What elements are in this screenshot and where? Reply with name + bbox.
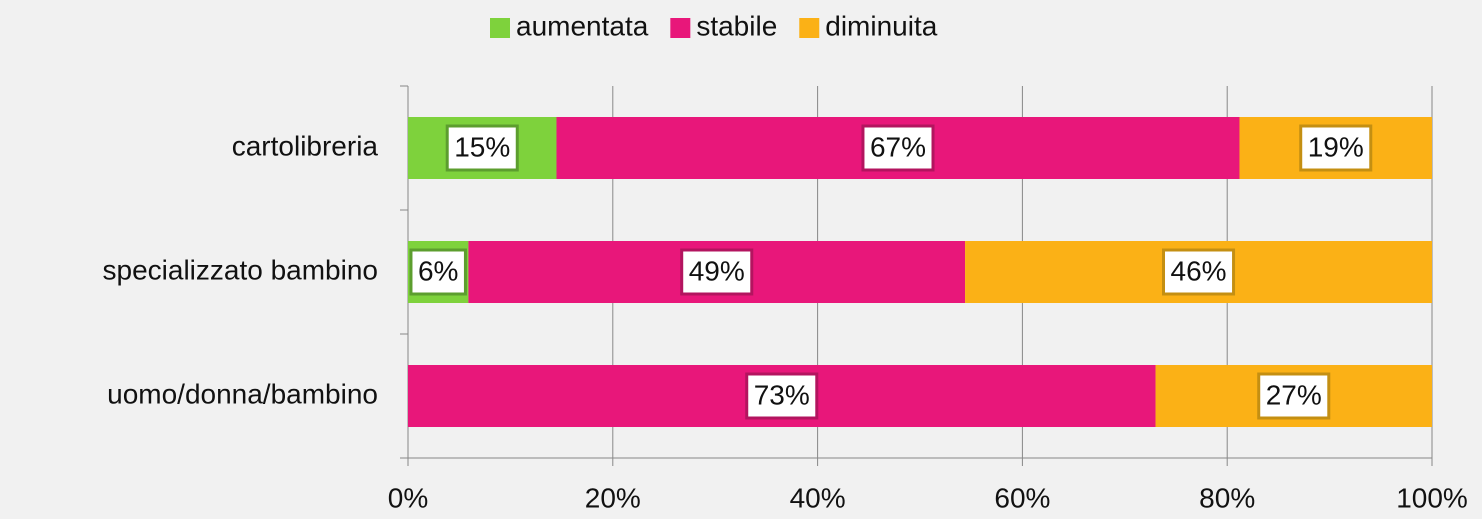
y-tick-label: uomo/donna/bambino — [107, 378, 378, 409]
data-label: 67% — [870, 131, 926, 162]
legend-label: aumentata — [516, 10, 649, 41]
legend-label: diminuita — [825, 10, 937, 41]
data-label: 49% — [689, 255, 745, 286]
data-label: 19% — [1308, 131, 1364, 162]
x-tick-label: 20% — [585, 482, 641, 513]
data-label: 46% — [1171, 255, 1227, 286]
legend-swatch — [490, 18, 510, 38]
data-label: 73% — [754, 379, 810, 410]
legend: aumentata stabile diminuita — [490, 10, 938, 41]
y-tick-label: specializzato bambino — [103, 254, 379, 285]
legend-swatch — [799, 18, 820, 38]
x-tick-label: 0% — [388, 482, 428, 513]
x-tick-label: 80% — [1199, 482, 1255, 513]
data-label-box — [861, 124, 935, 172]
data-label: 27% — [1266, 379, 1322, 410]
legend-swatch — [670, 18, 691, 38]
data-label-box — [1257, 372, 1331, 420]
data-label-box — [680, 248, 754, 296]
x-tick-label: 100% — [1396, 482, 1468, 513]
data-label-box — [445, 124, 519, 172]
data-label-box — [1299, 124, 1373, 172]
data-label: 15% — [454, 131, 510, 162]
data-label-box — [745, 372, 819, 420]
x-tick-label: 40% — [790, 482, 846, 513]
data-label-box — [409, 248, 467, 296]
y-tick-label: cartolibreria — [232, 130, 379, 161]
data-label: 6% — [418, 255, 458, 286]
x-tick-label: 60% — [994, 482, 1050, 513]
data-label-box — [1162, 248, 1236, 296]
legend-label: stabile — [696, 10, 777, 41]
